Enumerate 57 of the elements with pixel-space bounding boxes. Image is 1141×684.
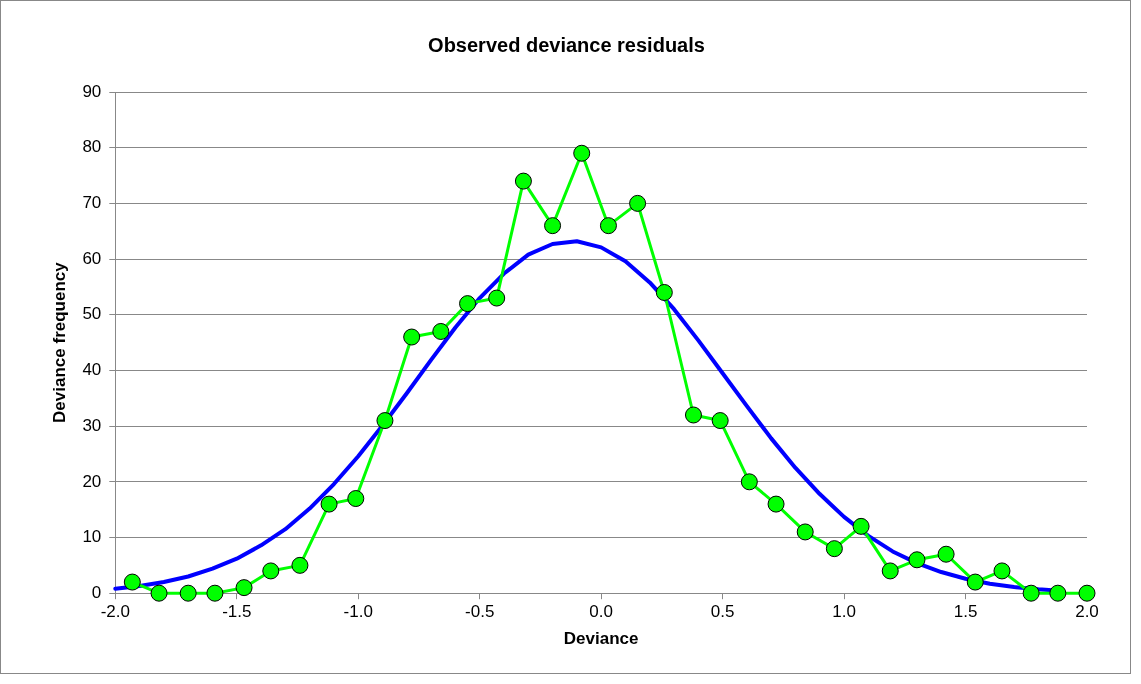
point (966, 573, 984, 591)
point (150, 584, 168, 602)
x-tick-label: -1.5 (222, 602, 252, 622)
y-tick-label: 90 (82, 81, 102, 101)
x-axis-title: Deviance (563, 629, 639, 649)
point (599, 217, 617, 235)
y-tick-label: 10 (82, 527, 102, 547)
point (684, 406, 702, 424)
point (1049, 584, 1067, 602)
y-tick-label: 0 (91, 582, 102, 602)
point (655, 283, 673, 301)
point (179, 584, 197, 602)
point (629, 194, 647, 212)
y-tick-label: 40 (82, 360, 102, 380)
point (206, 584, 224, 602)
y-tick-label: 70 (82, 193, 102, 213)
point (514, 172, 532, 190)
point (740, 473, 758, 491)
y-tick-label: 50 (82, 304, 102, 324)
point (403, 328, 421, 346)
y-tick-label: 80 (82, 137, 102, 157)
point (432, 322, 450, 340)
point (881, 562, 899, 580)
point (796, 523, 814, 541)
x-tick-label: -1.0 (343, 602, 373, 622)
point (767, 495, 785, 513)
point (291, 556, 309, 574)
y-tick-label: 30 (82, 415, 102, 435)
point (1078, 584, 1096, 602)
y-tick-label: 20 (82, 471, 102, 491)
x-tick-label: 1.5 (953, 602, 978, 622)
point (573, 144, 591, 162)
point (1022, 584, 1040, 602)
point (852, 517, 870, 535)
point (937, 545, 955, 563)
point (488, 289, 506, 307)
point (347, 490, 365, 508)
point (459, 295, 477, 313)
point (320, 495, 338, 513)
point (711, 412, 729, 430)
point (908, 551, 926, 569)
y-tick-label: 60 (82, 248, 102, 268)
x-tick-label: 2.0 (1075, 602, 1099, 622)
point (262, 562, 280, 580)
point (544, 217, 562, 235)
chart-title: Observed deviance residuals (428, 33, 705, 56)
x-tick-label: -0.5 (465, 602, 495, 622)
x-tick-label: 0.0 (589, 602, 613, 622)
point (235, 579, 253, 597)
x-tick-label: 0.5 (710, 602, 735, 622)
point (376, 412, 394, 430)
point (123, 573, 141, 591)
point (993, 562, 1011, 580)
point (825, 540, 843, 558)
y-axis-title: Deviance frequency (49, 261, 69, 423)
x-tick-label: -2.0 (100, 602, 130, 622)
x-tick-label: 1.0 (832, 602, 856, 622)
